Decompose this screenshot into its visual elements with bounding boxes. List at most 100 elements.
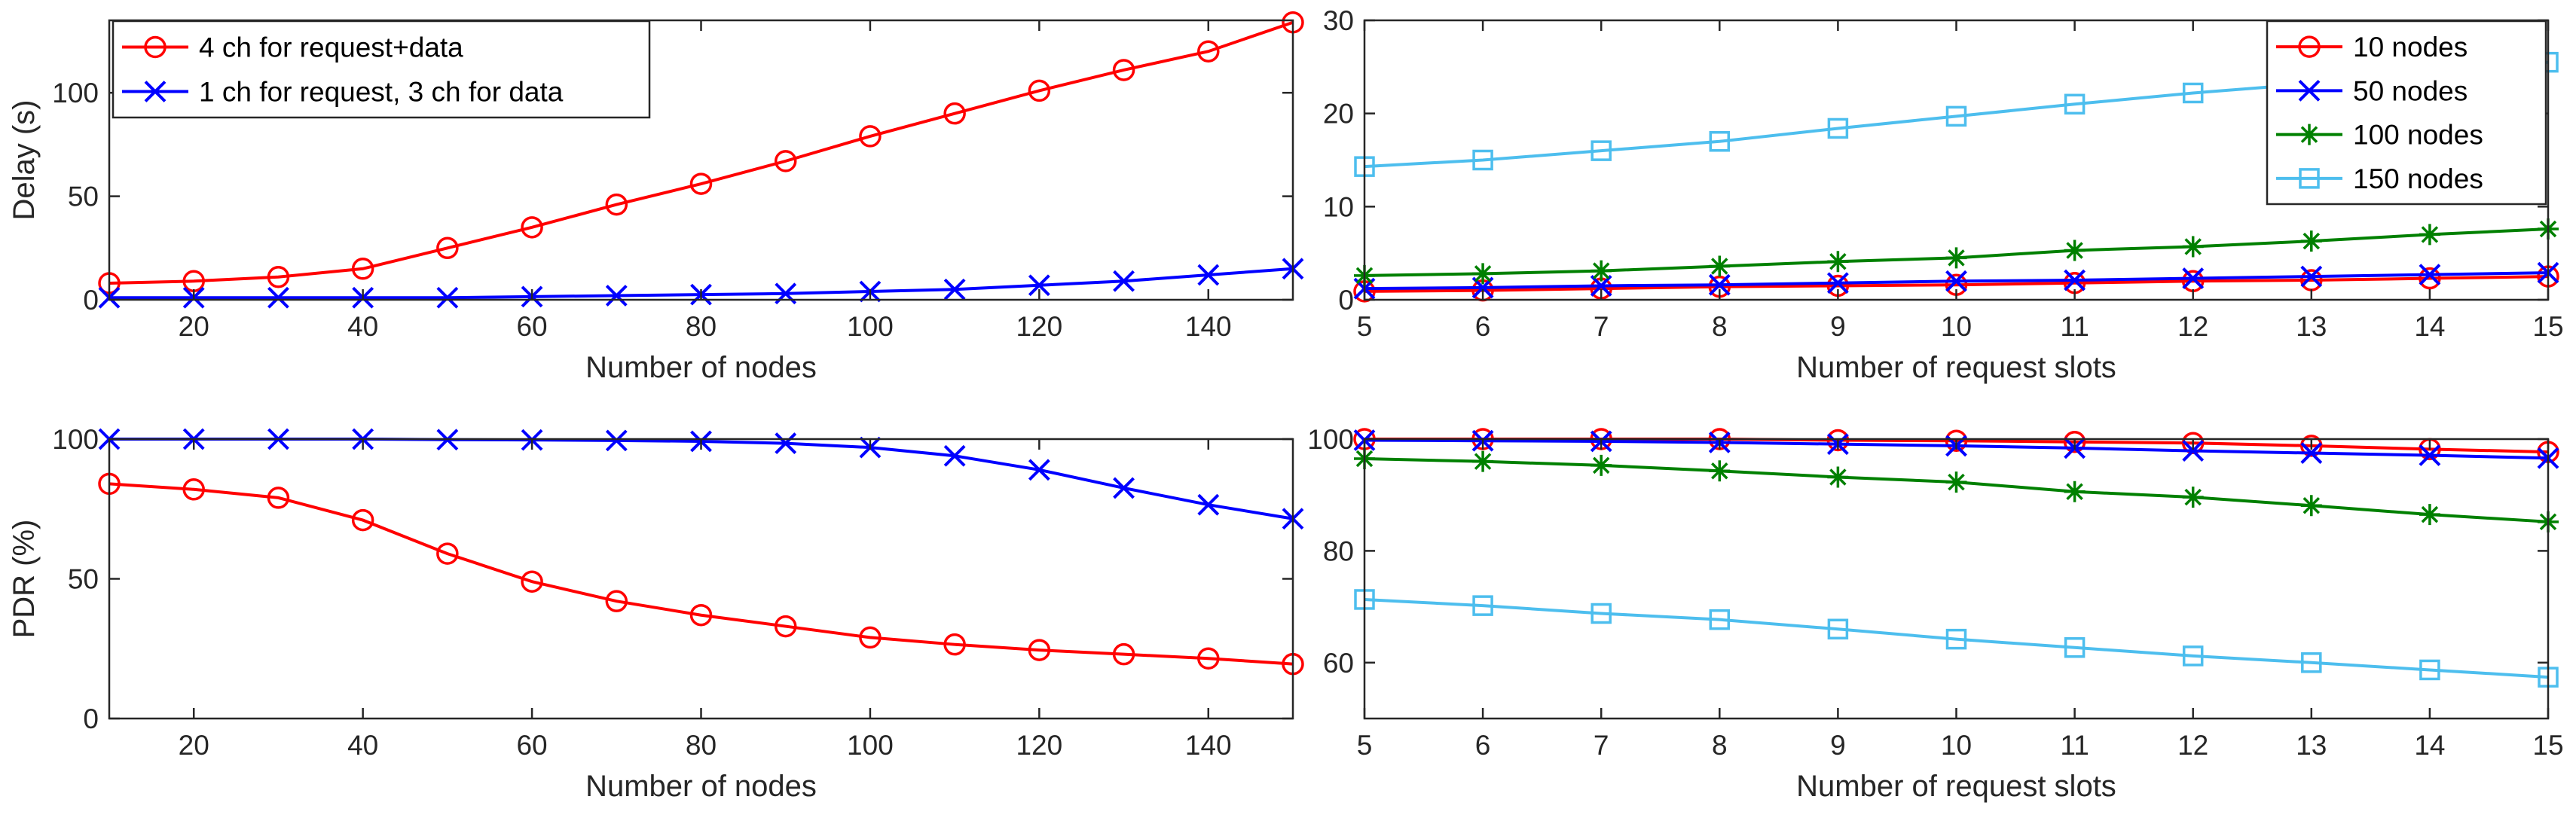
y-tick-label: 10	[1323, 191, 1354, 222]
subplot-4: 5 6 7 8 9 10 11 12 13 14 15 60 80 100 Number of reques…	[1307, 424, 2563, 803]
legend-label: 100 nodes	[2353, 120, 2483, 151]
legend-item: 150 nodes	[2276, 163, 2483, 194]
data-point	[2300, 230, 2322, 252]
x-tick-label: 10	[1941, 730, 1972, 761]
data-point	[2419, 264, 2441, 286]
series-line	[1364, 597, 2549, 679]
x-tick-label: 10	[1941, 311, 1972, 342]
legend-label: 10 nodes	[2353, 32, 2468, 63]
legend-marker	[144, 35, 167, 59]
data-point	[521, 570, 543, 593]
data-point	[1112, 59, 1135, 81]
data-point	[943, 278, 966, 301]
data-point	[1827, 466, 1849, 488]
x-tick-label: 140	[1185, 730, 1232, 761]
x-tick-label: 5	[1357, 730, 1373, 761]
data-point	[1591, 603, 1612, 624]
x-tick-label: 8	[1712, 311, 1728, 342]
legend: 10 nodes 50 nodes 100 nodes 150 nodes	[2266, 20, 2547, 206]
y-tick-label: 0	[83, 285, 99, 316]
data-point	[2064, 269, 2086, 291]
data-point	[1827, 251, 1849, 273]
data-point	[1028, 274, 1050, 297]
x-tick-label: 12	[2177, 730, 2208, 761]
data-point	[521, 216, 543, 239]
data-point	[1197, 264, 1220, 286]
legend-marker	[144, 81, 167, 102]
data-point	[1709, 131, 1731, 152]
data-point	[859, 125, 882, 148]
data-point	[2419, 267, 2441, 290]
data-point	[267, 266, 290, 288]
data-point	[2419, 224, 2440, 246]
data-point	[1028, 639, 1051, 661]
y-axis-label: PDR (%)	[8, 520, 41, 639]
y-tick-label: 50	[68, 182, 99, 212]
data-point	[436, 286, 459, 309]
data-point	[1112, 642, 1135, 666]
data-point	[859, 626, 882, 649]
y-tick-label: 100	[52, 78, 99, 108]
x-tick-label: 7	[1594, 311, 1609, 342]
y-tick-label: 60	[1323, 648, 1354, 679]
y-tick-label: 100	[52, 424, 99, 455]
data-point	[2182, 440, 2205, 462]
x-tick-label: 14	[2414, 311, 2445, 342]
y-tick-label: 0	[1338, 285, 1354, 316]
x-tick-label: 9	[1830, 311, 1846, 342]
data-point	[605, 285, 628, 307]
legend-item: 1 ch for request, 3 ch for data	[122, 77, 564, 108]
data-point	[2064, 240, 2086, 261]
data-point	[1709, 460, 1731, 482]
subplot-1: 20 40 60 80 100 120 140 0 50 100 Number of nodes De…	[8, 11, 1304, 384]
data-point	[1197, 493, 1220, 516]
data-point	[2419, 659, 2440, 681]
legend-marker	[2299, 168, 2320, 189]
data-point	[943, 102, 966, 125]
legend-label: 50 nodes	[2353, 75, 2468, 106]
legend-box	[112, 20, 651, 119]
data-point	[1709, 609, 1731, 630]
x-tick-label: 13	[2296, 730, 2327, 761]
x-tick-label: 60	[516, 311, 547, 342]
y-tick-label: 50	[68, 564, 99, 595]
x-tick-label: 11	[2060, 311, 2089, 342]
data-point	[1028, 79, 1051, 102]
x-tick-label: 40	[347, 311, 378, 342]
data-point	[2182, 645, 2204, 667]
data-point	[605, 590, 628, 612]
data-point	[605, 193, 628, 216]
x-tick-label: 80	[686, 730, 717, 761]
data-point	[2419, 444, 2441, 466]
data-point	[774, 615, 797, 638]
data-point	[267, 286, 289, 309]
x-tick-label: 140	[1185, 311, 1232, 342]
data-point	[1709, 255, 1731, 277]
data-point	[2300, 495, 2322, 517]
data-point	[1591, 454, 1612, 476]
x-tick-label: 14	[2414, 730, 2445, 761]
data-point	[1945, 270, 1967, 292]
x-axis-label: Number of request slots	[1796, 770, 2116, 803]
x-tick-label: 7	[1594, 730, 1609, 761]
subplot-2: 5 6 7 8 9 10 11 12 13 14 15 0 10 20 30 Number of reques…	[1323, 5, 2564, 384]
y-axis-label: Delay (s)	[8, 99, 41, 220]
x-axis-label: Number of nodes	[585, 351, 817, 384]
x-tick-label: 15	[2532, 311, 2563, 342]
legend-label: 1 ch for request, 3 ch for data	[199, 77, 564, 108]
x-tick-label: 5	[1357, 311, 1373, 342]
x-tick-label: 100	[847, 311, 894, 342]
data-point	[1591, 260, 1612, 282]
data-point	[1826, 272, 1849, 294]
series-150-nodes	[1354, 589, 2559, 688]
data-point	[2419, 504, 2440, 526]
data-point	[775, 432, 797, 454]
y-tick-label: 0	[83, 703, 99, 734]
data-point	[1197, 40, 1220, 63]
x-tick-label: 12	[2177, 311, 2208, 342]
data-point	[1826, 429, 1850, 452]
data-point	[2300, 442, 2323, 464]
data-point	[2182, 487, 2204, 508]
legend: 4 ch for request+data 1 ch for request, 3…	[112, 20, 651, 119]
series-line	[1364, 275, 2549, 293]
